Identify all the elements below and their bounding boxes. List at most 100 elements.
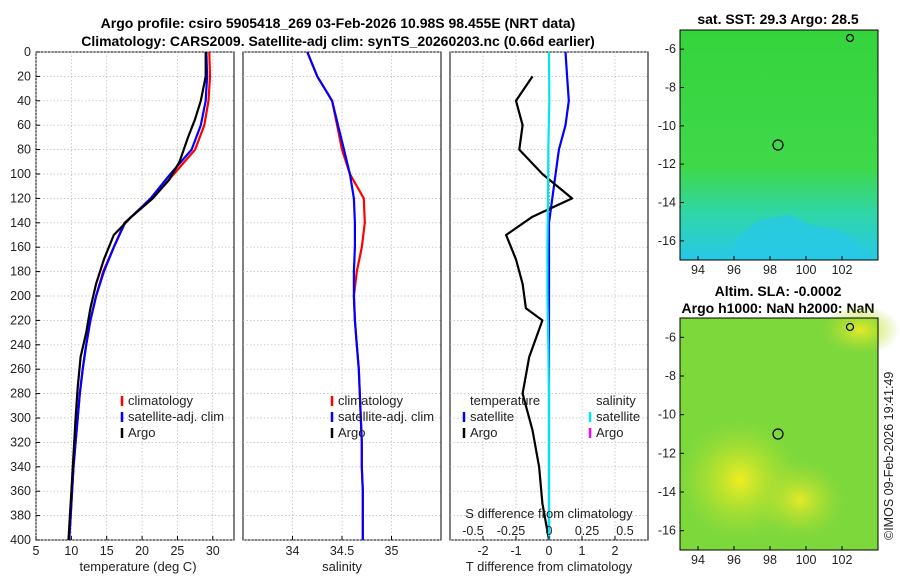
temp-ytick-5: 100 <box>10 167 31 181</box>
temp-ytick-16: 320 <box>10 435 31 449</box>
sst-map-y-ticks: -6 -8 -10 -12 -14 -16 <box>658 42 684 248</box>
sst-map-title: sat. SST: 29.3 Argo: 28.5 <box>697 11 859 27</box>
sal-xtick-2: 35 <box>385 544 399 558</box>
temp-ytick-14: 280 <box>10 387 31 401</box>
diff-series-1 <box>505 75 574 541</box>
difference-s-xlabel: S difference from climatology <box>465 506 633 521</box>
difference-legend: temperature satellite Argo salinity sate… <box>462 393 640 440</box>
temp-ytick-9: 180 <box>10 265 31 279</box>
sal-series-1 <box>306 51 364 540</box>
diff-legend-salinity-title: salinity <box>596 393 636 408</box>
diff-xtick-4: 2 <box>612 544 619 558</box>
sal-xtick-0: 34 <box>286 544 300 558</box>
diff-series-2 <box>546 51 551 540</box>
sla-high-2 <box>755 460 845 540</box>
temp-ytick-15: 300 <box>10 411 31 425</box>
sla-map-y-ticks: -6 -8 -10 -12 -14 -16 <box>658 330 684 538</box>
sla-ytick-2: -10 <box>658 408 676 422</box>
temp-legend-clim: climatology <box>128 393 194 408</box>
salinity-xlabel: salinity <box>322 559 362 574</box>
sla-argo-marker <box>772 428 784 440</box>
sla-xtick-4: 102 <box>832 553 853 567</box>
diff-xtick-0: -2 <box>477 544 488 558</box>
temp-xtick-5: 30 <box>206 544 220 558</box>
sla-xtick-0: 94 <box>691 553 705 567</box>
diff-stick-1: -0.25 <box>497 524 526 538</box>
sst-argo-marker <box>772 139 784 151</box>
temp-ytick-1: 20 <box>17 69 31 83</box>
sla-map-panel: Altim. SLA: -0.0002 Argo h1000: NaN h200… <box>658 283 900 567</box>
temp-ytick-18: 360 <box>10 484 31 498</box>
sst-xtick-2: 98 <box>763 263 777 277</box>
salinity-grid <box>243 51 441 541</box>
temperature-x-ticks: 5 10 15 20 25 30 <box>33 536 220 558</box>
sst-map-panel: sat. SST: 29.3 Argo: 28.5 94 96 98 100 102 -… <box>658 11 879 277</box>
sst-cold-patch <box>730 215 868 260</box>
temp-ytick-10: 200 <box>10 289 31 303</box>
sst-xtick-0: 94 <box>691 263 705 277</box>
sst-xtick-3: 100 <box>796 263 817 277</box>
temp-ytick-0: 0 <box>24 45 31 59</box>
temp-legend-sat: satellite-adj. clim <box>128 409 224 424</box>
sal-legend-clim: climatology <box>338 393 404 408</box>
sst-island-marker <box>845 33 855 43</box>
temperature-panel: 0 20 40 60 80 100 120 140 160 180 200 220 240 260 280 3… <box>10 45 235 574</box>
sla-map-title-2: Argo h1000: NaN h2000: NaN <box>682 300 875 316</box>
title-line-2: Climatology: CARS2009. Satellite-adj cli… <box>81 33 595 49</box>
sal-legend-sat: satellite-adj. clim <box>338 409 434 424</box>
temp-ytick-8: 160 <box>10 240 31 254</box>
sst-map-x-ticks: 94 96 98 100 102 <box>691 256 852 277</box>
sla-map-frame <box>679 317 879 551</box>
difference-xlabel: T difference from climatology <box>466 559 633 574</box>
temp-ytick-3: 60 <box>17 118 31 132</box>
watermark: ©IMOS 09-Feb-2026 19:41:49 <box>882 372 896 540</box>
diff-stick-3: 0.25 <box>575 524 599 538</box>
sal-xtick-1: 34.5 <box>330 544 354 558</box>
sla-ytick-1: -8 <box>665 369 676 383</box>
diff-legend-s-sat: satellite <box>596 409 640 424</box>
sst-xtick-1: 96 <box>727 263 741 277</box>
diff-legend-temperature-title: temperature <box>470 393 540 408</box>
temp-xtick-3: 20 <box>135 544 149 558</box>
sla-xtick-2: 98 <box>763 553 777 567</box>
sla-high-3 <box>820 305 900 355</box>
sst-ytick-4: -14 <box>658 196 676 210</box>
temperature-xlabel: temperature (deg C) <box>79 559 196 574</box>
sla-ytick-0: -6 <box>665 330 676 344</box>
salinity-x-ticks: 34 34.5 35 <box>286 536 399 558</box>
diff-xtick-2: 0 <box>546 544 553 558</box>
temp-ytick-7: 140 <box>10 216 31 230</box>
diff-stick-4: 0.5 <box>616 524 633 538</box>
difference-s-ticks: -0.5 -0.25 0 0.25 0.5 <box>462 524 634 538</box>
diff-stick-0: -0.5 <box>462 524 484 538</box>
temperature-legend: climatology satellite-adj. clim Argo <box>120 393 224 440</box>
sst-ytick-5: -16 <box>658 234 676 248</box>
diff-legend-t-argo: Argo <box>470 425 497 440</box>
salinity-legend: climatology satellite-adj. clim Argo <box>330 393 434 440</box>
temp-series-2 <box>67 52 207 541</box>
diff-xtick-3: 1 <box>579 544 586 558</box>
sst-ytick-0: -6 <box>665 42 676 56</box>
sst-map-frame <box>679 29 879 261</box>
temp-ytick-6: 120 <box>10 191 31 205</box>
diff-xtick-1: -1 <box>510 544 521 558</box>
sla-ytick-4: -14 <box>658 485 676 499</box>
temp-ytick-12: 240 <box>10 338 31 352</box>
sla-island-marker <box>845 322 855 332</box>
temp-ytick-17: 340 <box>10 460 31 474</box>
difference-panel: -2 -1 0 1 2 -0.5 -0.25 0 0.25 0.5 S difference f… <box>449 51 649 574</box>
temp-ytick-13: 260 <box>10 362 31 376</box>
diff-stick-2: 0 <box>546 524 553 538</box>
difference-series <box>505 51 574 541</box>
sla-ytick-5: -16 <box>658 524 676 538</box>
sla-xtick-1: 96 <box>727 553 741 567</box>
temp-xtick-0: 5 <box>33 544 40 558</box>
temp-xtick-2: 15 <box>100 544 114 558</box>
temp-xtick-4: 25 <box>170 544 184 558</box>
salinity-series <box>306 51 366 540</box>
sst-ytick-2: -10 <box>658 119 676 133</box>
temp-ytick-4: 80 <box>17 143 31 157</box>
temp-ytick-19: 380 <box>10 509 31 523</box>
sal-legend-argo: Argo <box>338 425 365 440</box>
